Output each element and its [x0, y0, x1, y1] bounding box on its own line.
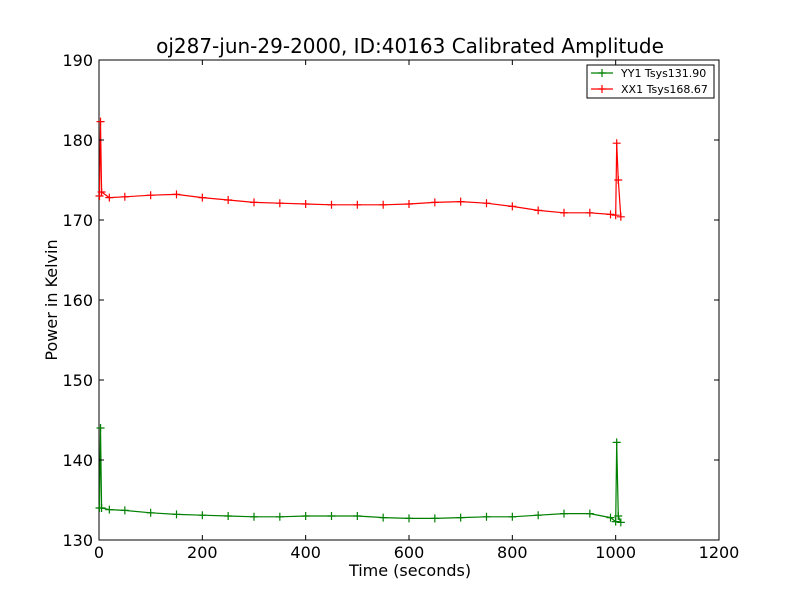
x-tick-label: 0 [94, 543, 104, 562]
series-1-point [96, 117, 105, 126]
series-1-point [585, 208, 594, 217]
series-0-point [146, 508, 155, 517]
series-0-point [224, 512, 233, 520]
series-0-point [379, 513, 388, 522]
plot-area: 0 200 400 600 800 1000 1200 130 140 150 160 170 180 1… [62, 51, 739, 562]
legend-item-yy1: YY1 Tsys131.90 [591, 67, 706, 80]
series-0-point [430, 514, 439, 523]
series-1-point [327, 200, 336, 209]
x-tick-label: 600 [394, 543, 425, 562]
series-0-point [275, 512, 284, 521]
series-1-line [98, 121, 622, 217]
series-1-point [430, 198, 439, 207]
x-tick-label: 1200 [699, 543, 740, 562]
series-1-point [482, 199, 491, 208]
series-0-point [611, 517, 620, 526]
legend-label-xx1: XX1 Tsys168.67 [621, 83, 708, 96]
series-0-point [456, 513, 465, 522]
series-1-point [508, 202, 517, 211]
series-1-point [612, 139, 621, 148]
series-1-point [614, 176, 623, 184]
plot-frame [98, 59, 720, 541]
y-tick-label: 150 [62, 371, 93, 390]
series-1-point [198, 193, 207, 202]
legend-label-yy1: YY1 Tsys131.90 [620, 67, 706, 80]
legend-marker-xx1 [598, 85, 606, 93]
series-0-point [560, 509, 568, 518]
series-0-point [172, 510, 181, 519]
series-1-point [120, 192, 129, 201]
legend-item-xx1: XX1 Tsys168.67 [591, 83, 708, 96]
series-0-point [198, 511, 207, 520]
series-1-point [560, 208, 568, 217]
series-0-point [327, 512, 336, 520]
series-0-line [98, 427, 622, 523]
series-0-point [508, 512, 517, 521]
series-1-point [534, 206, 543, 215]
series-1-point [95, 192, 104, 200]
series-1-point [353, 200, 362, 209]
series-0-point [405, 514, 413, 523]
series-1-point [172, 190, 181, 199]
series-1-point [250, 198, 258, 207]
y-tick-label: 170 [62, 211, 93, 230]
tick-layer: 0 200 400 600 800 1000 1200 130 140 150 160 170 180 1… [62, 51, 739, 562]
x-axis-title: Time (seconds) [348, 561, 471, 580]
series-0-point [585, 509, 594, 518]
series-1-point [301, 200, 310, 208]
y-tick-label: 130 [62, 531, 93, 550]
series-0-point [612, 438, 621, 447]
series-1-point [146, 191, 155, 200]
series-1-point [611, 211, 620, 220]
x-tick-label: 800 [497, 543, 528, 562]
series-0-point [353, 512, 362, 520]
y-tick-label: 180 [62, 131, 93, 150]
series-1-point [456, 197, 465, 206]
legend: YY1 Tsys131.90 XX1 Tsys168.67 [586, 64, 715, 99]
x-tick-label: 200 [187, 543, 218, 562]
series-0-point [97, 504, 106, 512]
legend-frame [586, 64, 715, 99]
series-1-point [379, 200, 388, 209]
series-0-point [616, 518, 625, 527]
series-0-point [301, 512, 310, 520]
series-1-point [606, 210, 615, 219]
series-1-point [224, 196, 233, 204]
series-0-point [482, 512, 491, 521]
y-tick-label: 190 [62, 51, 93, 70]
y-tick-label: 160 [62, 291, 93, 310]
series-0-point [96, 424, 105, 432]
series-1-point [97, 188, 106, 196]
x-tick-label: 400 [290, 543, 321, 562]
series-1-point [616, 212, 625, 221]
series-0-point [534, 511, 543, 520]
series-layer [95, 117, 625, 527]
series-1-point [405, 200, 413, 208]
series-0-point [105, 505, 114, 514]
x-tick-label: 1000 [595, 543, 636, 562]
series-0-point [614, 512, 623, 520]
series-0-point [120, 506, 129, 515]
chart-title: oj287-jun-29-2000, ID:40163 Calibrated A… [156, 34, 664, 58]
series-0-point [606, 513, 615, 522]
y-axis-title: Power in Kelvin [42, 239, 61, 360]
series-1-point [275, 199, 284, 208]
series-0-point [250, 512, 258, 521]
series-1-point [105, 193, 114, 202]
y-tick-label: 140 [62, 451, 93, 470]
legend-marker-yy1 [598, 69, 606, 77]
